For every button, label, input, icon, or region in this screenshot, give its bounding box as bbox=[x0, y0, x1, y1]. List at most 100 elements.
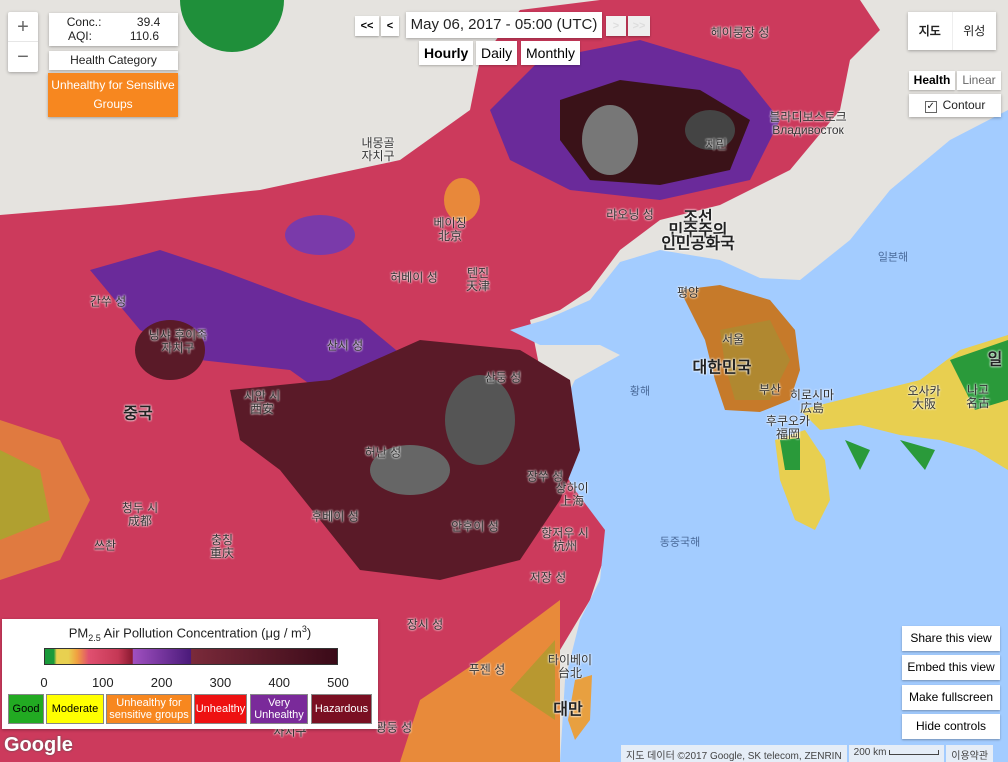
taiwan bbox=[568, 675, 592, 740]
scale-linear-button[interactable]: Linear bbox=[957, 71, 1001, 90]
map-label: 허난 성 bbox=[364, 445, 402, 460]
legend-category-unhealthy-for-sensitive-groups: Unhealthy for sensitive groups bbox=[106, 694, 192, 724]
map-label: 푸젠 성 bbox=[468, 662, 506, 677]
map-label: 상하이 上海 bbox=[555, 481, 589, 508]
japan-green bbox=[780, 340, 1008, 470]
zoom-in-button[interactable]: + bbox=[8, 12, 38, 42]
map-data-credit[interactable]: 지도 데이터 ©2017 Google, SK telecom, ZENRIN bbox=[621, 745, 847, 762]
tab-monthly[interactable]: Monthly bbox=[521, 41, 581, 65]
map-label: 중국 bbox=[123, 405, 153, 423]
map-label: 대만 bbox=[553, 701, 583, 719]
first-button[interactable]: << bbox=[355, 16, 379, 36]
orange-blob bbox=[444, 178, 480, 222]
map-label: 충칭 重庆 bbox=[209, 533, 235, 560]
map-label: 블라디보스토크 Владивосток bbox=[769, 110, 847, 137]
date-display: May 06, 2017 - 05:00 (UTC) bbox=[406, 12, 602, 38]
legend-category-hazardous: Hazardous bbox=[311, 694, 372, 724]
map-label: 베이징 北京 bbox=[433, 216, 467, 243]
map-label: 산시 성 bbox=[326, 338, 364, 353]
hazardous-blob bbox=[135, 320, 205, 380]
map-label: 후쿠오카 福岡 bbox=[765, 414, 811, 441]
legend-category-very-unhealthy: Very Unhealthy bbox=[250, 694, 308, 724]
map-label: 히로시마 広島 bbox=[789, 388, 835, 415]
tab-daily[interactable]: Daily bbox=[476, 41, 518, 65]
legend-title: PM2.5 Air Pollution Concentration (μg / … bbox=[68, 624, 312, 643]
tab-hourly[interactable]: Hourly bbox=[419, 41, 474, 65]
legend-tick: 0 bbox=[40, 675, 48, 690]
map-label: 헤이룽장 성 bbox=[710, 25, 770, 40]
legend-tick: 300 bbox=[209, 675, 232, 690]
concentration-readout: Conc.: 39.4 AQI: 110.6 bbox=[49, 13, 178, 46]
legend-category-good: Good bbox=[8, 694, 44, 724]
orange-zone-se bbox=[400, 600, 560, 762]
legend-tick: 200 bbox=[150, 675, 173, 690]
map-label: 후베이 성 bbox=[311, 509, 359, 524]
aqi-value: 110.6 bbox=[129, 29, 160, 43]
fullscreen-button[interactable]: Make fullscreen bbox=[902, 685, 1000, 710]
map-label: 오사카 大阪 bbox=[907, 384, 941, 411]
purple-blob bbox=[285, 215, 355, 255]
sea bbox=[510, 110, 1008, 762]
contour-toggle[interactable]: ✓ Contour bbox=[909, 94, 1001, 117]
map-label: 허베이 성 bbox=[390, 270, 438, 285]
attribution: 지도 데이터 ©2017 Google, SK telecom, ZENRIN … bbox=[621, 745, 995, 762]
map-label: 대한민국 bbox=[692, 359, 752, 377]
good-zone bbox=[180, 0, 284, 52]
last-button[interactable]: >> bbox=[628, 16, 650, 36]
map-label: 간쑤 성 bbox=[89, 294, 127, 309]
map-label: 랴오닝 성 bbox=[606, 207, 654, 222]
map-type-control: 지도 위성 bbox=[908, 12, 996, 50]
extreme-zone bbox=[582, 105, 638, 175]
map-type-map[interactable]: 지도 bbox=[908, 12, 953, 50]
map-label: 장쑤 성 bbox=[526, 469, 564, 484]
embed-view-button[interactable]: Embed this view bbox=[902, 655, 1000, 680]
color-scale-bar bbox=[44, 648, 338, 665]
google-logo: Google bbox=[4, 734, 73, 756]
map-label: 황해 bbox=[629, 385, 651, 398]
map-label: 항저우 시 杭州 bbox=[541, 526, 589, 553]
next-button[interactable]: > bbox=[606, 16, 626, 36]
hide-controls-button[interactable]: Hide controls bbox=[902, 714, 1000, 739]
map-label: 서울 bbox=[721, 332, 745, 347]
map-label: 저장 성 bbox=[529, 570, 567, 585]
map-label: 텐진 天津 bbox=[465, 266, 491, 293]
prev-button[interactable]: < bbox=[381, 16, 399, 36]
checkbox-checked-icon[interactable]: ✓ bbox=[924, 101, 937, 113]
extreme-zone bbox=[685, 110, 735, 150]
aqi-label: AQI: bbox=[67, 29, 92, 43]
map-label: 나고 名古 bbox=[965, 383, 991, 410]
map-label: 산둥 성 bbox=[484, 370, 522, 385]
map-label: 지린 bbox=[704, 137, 728, 152]
map-label: 시안 시 西安 bbox=[243, 389, 281, 416]
map-label: 청두 시 成都 bbox=[121, 501, 159, 528]
health-category-badge: Unhealthy for Sensitive Groups bbox=[48, 73, 178, 117]
korea-moderate bbox=[720, 320, 790, 400]
contour-label: Contour bbox=[942, 98, 986, 112]
map-label: 닝샤 후이족 자치구 bbox=[148, 328, 208, 355]
map-label: 조선 민주주의 인민공화국 bbox=[661, 209, 735, 253]
map-label: 광둥 성 bbox=[375, 720, 413, 735]
map-label: 일 bbox=[987, 351, 1003, 369]
map-type-satellite[interactable]: 위성 bbox=[963, 24, 986, 38]
legend-tick: 500 bbox=[327, 675, 349, 690]
scale-health-button[interactable]: Health bbox=[909, 71, 955, 90]
moderate-zone-sw bbox=[0, 450, 50, 540]
share-view-button[interactable]: Share this view bbox=[902, 626, 1000, 651]
map-label: 평양 bbox=[676, 285, 700, 300]
conc-value: 39.4 bbox=[136, 15, 161, 29]
legend: PM2.5 Air Pollution Concentration (μg / … bbox=[2, 619, 378, 729]
terms-link[interactable]: 이용약관 bbox=[946, 745, 994, 762]
zoom-out-button[interactable]: − bbox=[17, 46, 29, 68]
health-category-label: Health Category bbox=[49, 51, 178, 70]
map-label: 내몽골 자치구 bbox=[361, 136, 395, 163]
moderate-zone-se bbox=[510, 640, 555, 720]
zoom-control: + − bbox=[8, 12, 38, 72]
scale-bar[interactable]: 200 km bbox=[848, 745, 945, 762]
map-label: 안후이 성 bbox=[451, 519, 499, 534]
legend-category-moderate: Moderate bbox=[46, 694, 104, 724]
legend-tick: 400 bbox=[268, 675, 291, 690]
legend-tick: 100 bbox=[91, 675, 114, 690]
extreme-zone bbox=[370, 445, 450, 495]
legend-category-unhealthy: Unhealthy bbox=[194, 694, 247, 724]
